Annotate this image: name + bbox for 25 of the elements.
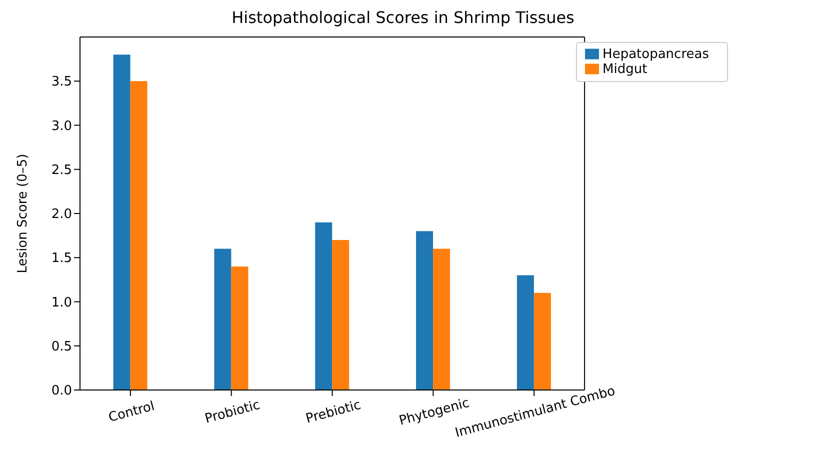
legend-label: Hepatopancreas bbox=[602, 47, 709, 62]
x-tick-label: Prebiotic bbox=[304, 398, 363, 427]
legend-label: Midgut bbox=[602, 62, 648, 77]
bar bbox=[231, 266, 248, 390]
y-tick-label: 2.5 bbox=[51, 162, 72, 178]
y-tick-label: 1.0 bbox=[51, 295, 72, 310]
chart-title: Histopathological Scores in Shrimp Tissues bbox=[230, 8, 576, 29]
bar bbox=[332, 240, 350, 390]
y-tick-label: 3.0 bbox=[51, 118, 72, 134]
y-tick-label: 1.5 bbox=[51, 251, 72, 266]
bar bbox=[214, 248, 232, 390]
x-tick-label: Control bbox=[106, 399, 156, 426]
bar bbox=[113, 54, 130, 390]
bar bbox=[315, 222, 332, 390]
bar bbox=[130, 81, 148, 390]
bar bbox=[516, 275, 534, 390]
y-tick-label: 2.0 bbox=[51, 207, 72, 222]
x-tick-label: Probiotic bbox=[203, 398, 262, 427]
y-tick-label: 0.5 bbox=[51, 339, 72, 354]
bar bbox=[534, 292, 551, 390]
y-axis-title: Lesion Score (0–5) bbox=[16, 154, 31, 274]
bar bbox=[433, 248, 450, 390]
y-tick-label: 3.5 bbox=[51, 74, 72, 90]
bar bbox=[416, 231, 434, 390]
y-tick-label: 0.0 bbox=[51, 384, 72, 399]
